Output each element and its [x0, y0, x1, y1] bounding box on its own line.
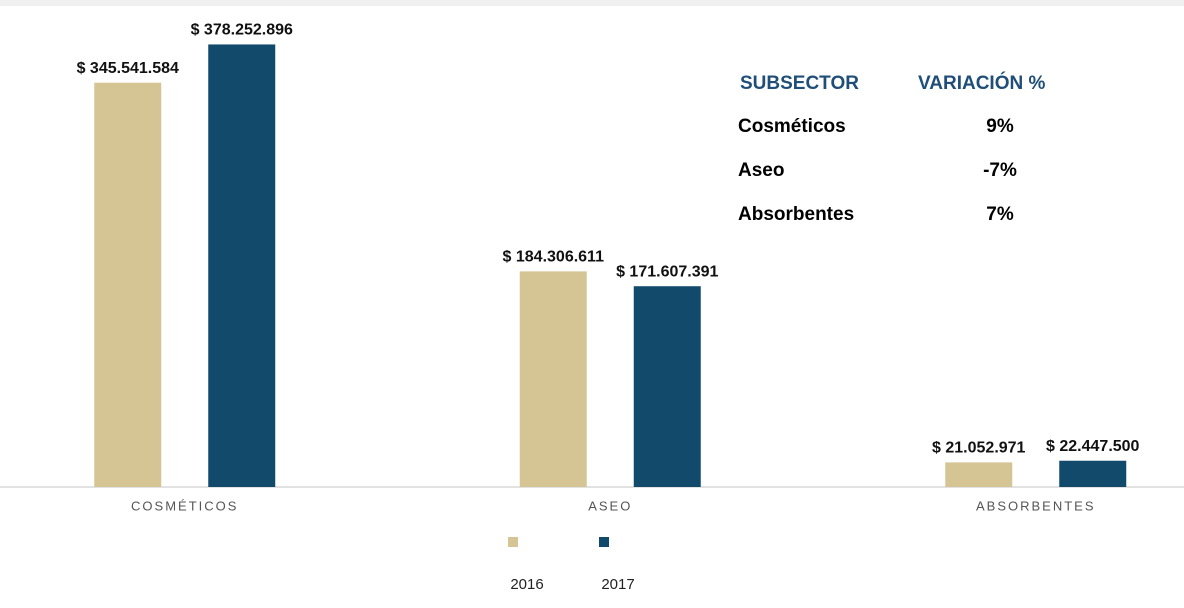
value-label: $ 378.252.896 — [191, 22, 293, 39]
bar — [1059, 460, 1127, 487]
legend-swatch — [508, 537, 518, 547]
table-cell: Absorbentes — [738, 204, 854, 225]
bar — [945, 462, 1013, 487]
table-cell: Aseo — [738, 160, 784, 181]
x-tick-label: ABSORBENTES — [976, 498, 1096, 513]
value-label: $ 21.052.971 — [932, 440, 1026, 457]
legend-swatch — [599, 537, 609, 547]
bar — [633, 286, 701, 487]
bar — [208, 44, 276, 487]
table-cell: 7% — [986, 204, 1014, 225]
table-cell: 9% — [986, 116, 1014, 137]
value-label: $ 345.541.584 — [77, 60, 179, 77]
table-header: VARIACIÓN % — [918, 72, 1045, 94]
table-header: SUBSECTOR — [740, 73, 859, 94]
legend-label: 2017 — [601, 576, 634, 593]
bar — [94, 82, 162, 488]
value-label: $ 22.447.500 — [1046, 438, 1140, 455]
table-cell: Cosméticos — [738, 116, 846, 137]
value-label: $ 184.306.611 — [503, 249, 605, 266]
legend-label: 2016 — [510, 576, 543, 593]
x-tick-label: ASEO — [588, 498, 632, 513]
value-label: $ 171.607.391 — [616, 263, 718, 280]
table-cell: -7% — [983, 160, 1017, 181]
top-band — [0, 0, 1184, 6]
bar — [519, 271, 587, 487]
x-tick-label: COSMÉTICOS — [131, 498, 238, 513]
